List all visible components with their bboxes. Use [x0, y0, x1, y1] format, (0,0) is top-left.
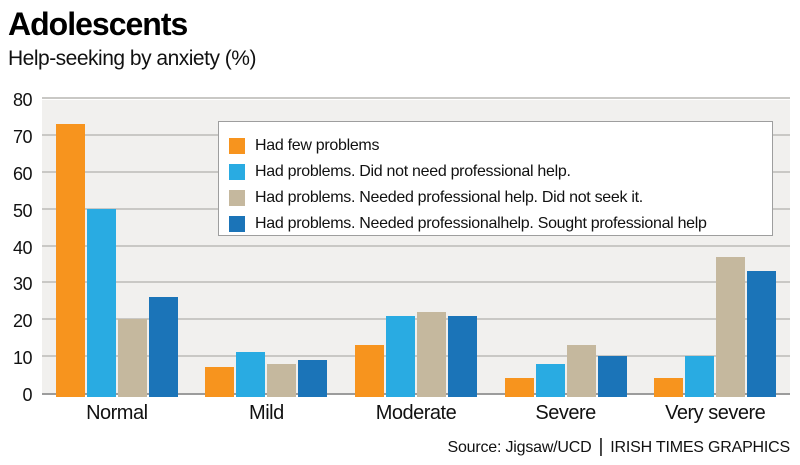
y-tick-label: 0 — [22, 385, 32, 405]
bar — [447, 315, 477, 397]
legend-label: Had few problems — [255, 137, 380, 154]
bar — [597, 356, 627, 397]
x-tick-label: Very severe — [665, 402, 766, 424]
bar — [685, 356, 715, 397]
bar — [86, 208, 116, 397]
bar — [236, 352, 266, 397]
y-tick-label: 20 — [12, 311, 33, 332]
source-separator: | — [598, 436, 604, 457]
bar — [148, 297, 178, 397]
y-tick-label: 70 — [12, 126, 33, 147]
bar — [747, 271, 777, 397]
x-tick-label: Severe — [535, 402, 596, 424]
legend-label: Had problems. Did not need professional … — [255, 163, 571, 180]
bar-group-moderate — [341, 100, 491, 397]
legend-swatch — [229, 138, 245, 154]
bar-group-mild — [192, 100, 342, 397]
bar — [117, 319, 147, 397]
source-text: Source: Jigsaw/UCD — [447, 439, 592, 456]
gridline-20 — [42, 318, 790, 321]
credit-text: IRISH TIMES GRAPHICS — [610, 439, 790, 456]
legend: Had few problems Had problems. Did not ne… — [218, 121, 773, 236]
legend-row: Had few problems — [229, 133, 764, 159]
bar — [385, 315, 415, 397]
bar — [205, 367, 235, 397]
bar — [298, 359, 328, 397]
y-tick-label: 10 — [12, 348, 33, 369]
legend-label: Had problems. Needed professional help. … — [255, 189, 643, 206]
legend-label: Had problems. Needed professionalhelp. S… — [255, 215, 707, 232]
bar-group-normal — [42, 100, 192, 397]
legend-row: Had problems. Needed professionalhelp. S… — [229, 211, 764, 237]
bar-group-severe — [491, 100, 641, 397]
y-tick-label: 60 — [12, 163, 33, 184]
bar — [504, 378, 534, 397]
bar — [416, 311, 446, 397]
legend-row: Had problems. Did not need professional … — [229, 159, 764, 185]
bar — [716, 256, 746, 397]
gridline-30 — [42, 281, 790, 284]
legend-swatch — [229, 216, 245, 232]
x-tick-label: Moderate — [375, 402, 457, 424]
bar — [354, 345, 384, 397]
y-tick-label: 50 — [12, 200, 33, 221]
y-tick-label: 30 — [12, 274, 33, 295]
x-tick-label: Normal — [86, 402, 148, 424]
source-line: Source: Jigsaw/UCD | IRISH TIMES GRAPHIC… — [447, 436, 790, 459]
gridline-10 — [42, 355, 790, 358]
gridline-80 — [42, 97, 790, 99]
bar — [654, 378, 684, 397]
y-tick-label: 80 — [12, 90, 33, 110]
chart-subtitle: Help-seeking by anxiety (%) — [8, 47, 256, 70]
gridline-40 — [42, 244, 790, 247]
chart-title: Adolescents — [8, 6, 188, 42]
legend-row: Had problems. Needed professional help. … — [229, 185, 764, 211]
bar — [535, 363, 565, 397]
bar — [55, 123, 85, 397]
legend-swatch — [229, 164, 245, 180]
x-tick-label: Mild — [249, 402, 284, 424]
bar — [566, 345, 596, 397]
legend-swatch — [229, 190, 245, 206]
bar — [267, 363, 297, 397]
bar-group-very-severe — [640, 100, 790, 397]
y-tick-label: 40 — [12, 237, 33, 258]
